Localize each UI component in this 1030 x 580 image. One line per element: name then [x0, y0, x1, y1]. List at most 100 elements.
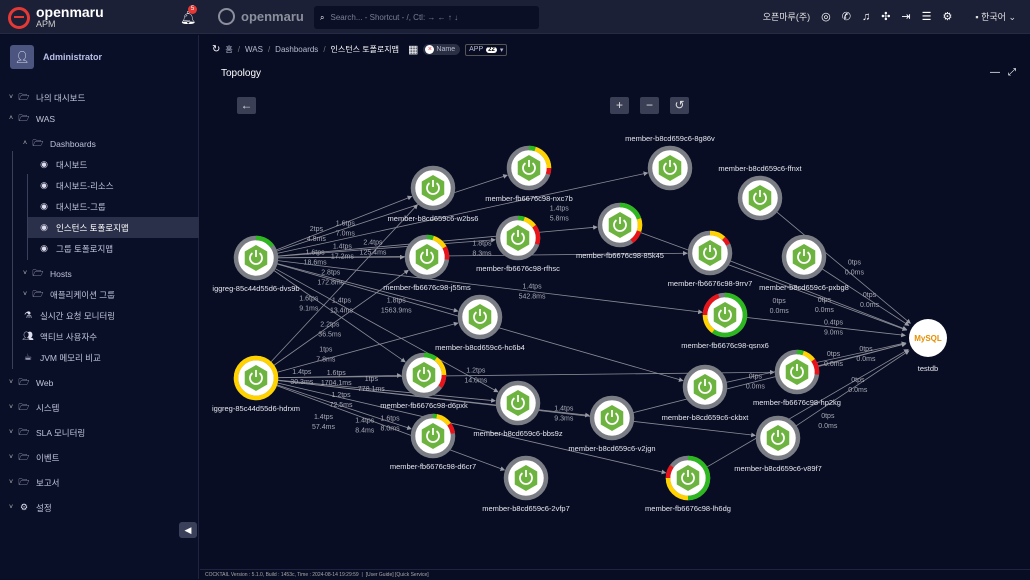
sidebar: 👤︎ Administrator ˅🗁나의 대시보드˄🗁WAS˄🗁Dashboa…	[0, 35, 199, 579]
instance-node[interactable]: member-b8cd659c6-v2jgn	[568, 398, 655, 453]
sidebar-item[interactable]: ◉대시보드-리소스	[0, 175, 199, 196]
instance-node[interactable]: member-fb6676c98-nxc7b	[485, 148, 573, 203]
collapse-sidebar-button[interactable]: ◀	[179, 522, 197, 538]
edge-tps-label: 1.6tps	[299, 295, 319, 302]
sidebar-item[interactable]: ˅⚙설정	[0, 497, 199, 518]
status-ring	[518, 218, 524, 219]
gauge-icon: ◉	[36, 201, 52, 212]
edge-latency-label: 172.8ms	[317, 280, 344, 287]
instance-node[interactable]: member-fb6676c98-qsnx6	[681, 295, 769, 350]
instance-node[interactable]: member-b8cd659c6-hc6b4	[435, 297, 525, 352]
sidebar-item[interactable]: ◉대시보드-그룹	[0, 196, 199, 217]
topology-map[interactable]: iggreg-85c44d55d6-dvs9biggreg-85c44d55d6…	[200, 35, 1030, 569]
instance-node[interactable]: member-b8cd659c6-bbs9z	[473, 383, 562, 438]
node-label: member-fb6676c98-rfhsc	[476, 264, 560, 273]
chat-monitor-icon[interactable]: ◎	[821, 10, 831, 23]
menu-icon[interactable]: ☰	[922, 10, 932, 23]
chevron-up-icon: ˄	[6, 115, 16, 122]
gear-icon[interactable]: ⚙	[943, 10, 953, 23]
folder-icon: 🗁	[16, 400, 32, 416]
edge-tps-label: 1.4tps	[332, 297, 352, 304]
instance-node[interactable]: member-fb6676c98-9rrv7	[668, 233, 753, 288]
sidebar-item[interactable]: ◉그룹 토폴로지맵	[0, 238, 199, 259]
sidebar-item[interactable]: ˅🗁SLA 모니터링	[0, 422, 199, 443]
node-label: member-fb6676c98-d6pxk	[380, 401, 468, 410]
edge-tps-label: 1.6tps	[306, 250, 326, 257]
sidebar-item[interactable]: ˅🗁Hosts	[0, 263, 199, 284]
sidebar-item-label: 대시보드-리소스	[56, 180, 114, 192]
sidebar-item[interactable]: 👥︎액티브 사용자수	[0, 326, 199, 347]
edge-latency-label: 8.4ms	[355, 428, 375, 435]
sidebar-item[interactable]: ˅🗁시스템	[0, 397, 199, 418]
instance-node[interactable]: member-b8cd659c6-v89f7	[734, 418, 822, 473]
edge-tps-label: 1.8tps	[387, 298, 407, 305]
instance-node[interactable]: member-b8cd659c6-ffnxt	[718, 164, 802, 218]
flask-icon: ⚗	[20, 310, 36, 321]
edge-latency-label: 0.0ms	[770, 308, 790, 315]
instance-node[interactable]: member-b8cd659c6-ckbxt	[662, 367, 750, 422]
status-ring	[639, 219, 640, 231]
sidebar-item[interactable]: ⚗실시간 요청 모니터링	[0, 305, 199, 326]
edge-latency-label: 36.5ms	[318, 332, 341, 339]
language-select[interactable]: ▪ 한국어 ⌄	[975, 10, 1016, 23]
phone-icon[interactable]: ✆	[842, 10, 851, 23]
search-input[interactable]	[330, 13, 520, 22]
sidebar-item[interactable]: ˅🗁나의 대시보드	[0, 87, 199, 108]
edge-tps-label: 1.6tps	[336, 221, 356, 228]
instance-node[interactable]: member-b8cd659c6-w2bs6	[388, 168, 479, 223]
edge-latency-label: 57.4ms	[312, 424, 335, 431]
edge-latency-label: 9.3ms	[554, 415, 574, 422]
edge-tps-label: 0tps	[851, 377, 865, 384]
bell-icon[interactable]: ♫	[862, 11, 870, 23]
reset-zoom-button[interactable]: ↺	[670, 97, 689, 114]
user-profile[interactable]: 👤︎ Administrator	[10, 45, 102, 69]
logout-icon[interactable]: ⇥	[901, 10, 910, 23]
footer-links[interactable]: [User Guide] [Quick Service]	[366, 572, 429, 578]
edge-tps-label: 0tps	[827, 351, 841, 358]
instance-node[interactable]: member-fb6676c98-lh6dg	[645, 458, 731, 513]
sidebar-item[interactable]: ˄🗁Dashboards	[0, 133, 199, 154]
node-label: iggreg-85c44d55d6-dvs9b	[212, 284, 299, 293]
zoom-in-button[interactable]: +	[610, 97, 629, 114]
sidebar-item-label: WAS	[36, 114, 55, 124]
edge-latency-label: 14.0ms	[464, 378, 487, 385]
coffee-icon: ☕︎	[20, 352, 36, 363]
edge-tps-label: 1.4tps	[355, 418, 375, 425]
edge-latency-label: 0.0ms	[845, 270, 865, 277]
folder-icon: 🗁	[16, 90, 32, 106]
instance-node[interactable]: member-b8cd659c6-pxbg8	[759, 237, 849, 292]
search-box: ⌕	[314, 6, 539, 29]
folder-icon: 🗁	[16, 450, 32, 466]
instance-node[interactable]: member-fb6676c98-d6cr7	[390, 416, 476, 471]
sidebar-item-label: 애플리케이션 그룹	[50, 289, 115, 301]
sidebar-item[interactable]: ☕︎JVM 메모리 비교	[0, 347, 199, 368]
edge-latency-label: 1563.9ms	[381, 308, 412, 315]
instance-node[interactable]: member-fb6676c98-d6pxk	[380, 355, 468, 410]
sidebar-item[interactable]: ˅🗁애플리케이션 그룹	[0, 284, 199, 305]
sidebar-item-label: Dashboards	[50, 139, 96, 149]
node-label: member-fb6676c98-nxc7b	[485, 194, 573, 203]
sidebar-item[interactable]: ˄🗁WAS	[0, 108, 199, 129]
sidebar-item[interactable]: ˅🗁이벤트	[0, 447, 199, 468]
zoom-out-button[interactable]: −	[640, 97, 659, 114]
chevron-down-icon: ˅	[6, 379, 16, 386]
instance-node[interactable]: member-fb6676c98-85k45	[576, 205, 664, 260]
edge-latency-label: 30.3ms	[290, 379, 313, 386]
sidebar-item[interactable]: ˅🗁Web	[0, 372, 199, 393]
edge-latency-label: 125.4ms	[360, 249, 387, 256]
sidebar-item[interactable]: ˅🗁보고서	[0, 472, 199, 493]
sidebar-item[interactable]: ◉대시보드	[0, 154, 199, 175]
sidebar-item-label: 보고서	[36, 477, 59, 489]
sidebar-item[interactable]: ◉인스턴스 토폴로지맵	[28, 217, 199, 238]
back-button[interactable]: ←	[237, 97, 256, 114]
fullscreen-icon[interactable]: ✣	[881, 10, 890, 23]
brand-sub: APM	[36, 19, 104, 29]
edge-tps-label: 0tps	[818, 297, 832, 304]
sidebar-item-label: 이벤트	[36, 452, 59, 464]
instance-node[interactable]: member-b8cd659c6-8g86v	[625, 134, 715, 188]
